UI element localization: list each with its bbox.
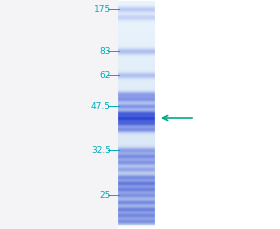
Text: 62: 62	[100, 71, 111, 80]
Text: 83: 83	[99, 47, 111, 56]
Text: 32.5: 32.5	[91, 146, 111, 155]
Text: 47.5: 47.5	[91, 102, 111, 111]
Text: 175: 175	[94, 5, 111, 14]
Text: 25: 25	[100, 191, 111, 200]
